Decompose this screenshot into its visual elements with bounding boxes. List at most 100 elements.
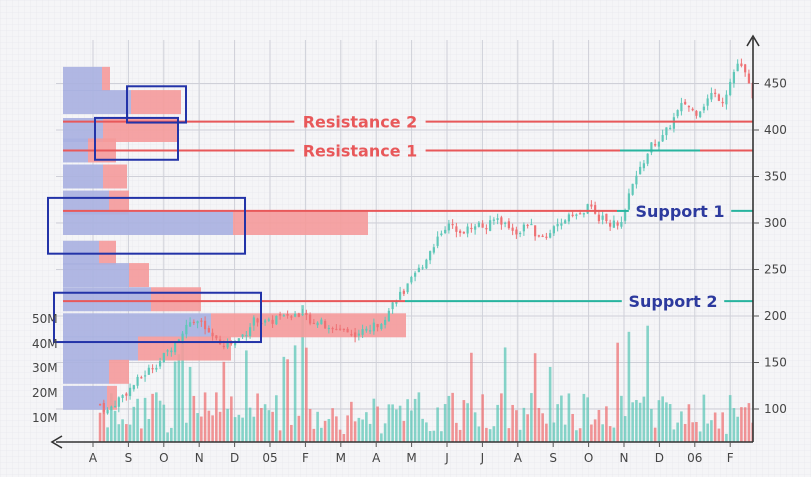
candle-body [158, 361, 162, 367]
candle-body [646, 153, 649, 164]
volume-bar [233, 417, 237, 442]
volume-bar [578, 428, 582, 442]
volume-bar [402, 420, 406, 442]
volume-bar [710, 420, 713, 442]
candle-body [534, 225, 537, 237]
volume-bar [496, 404, 499, 442]
candle-body [575, 214, 578, 216]
volume-bar [185, 422, 188, 442]
candle-body [684, 101, 687, 105]
candle-body [732, 72, 736, 84]
profile-buy-bar [63, 336, 138, 361]
callout-box [94, 116, 179, 161]
candle-body [342, 328, 345, 331]
profile-buy-bar [63, 90, 131, 115]
candle-body [695, 110, 698, 116]
x-tick-label: O [584, 451, 593, 465]
candle-body [106, 409, 109, 414]
volume-bar [740, 407, 743, 442]
volume-bar [702, 394, 706, 442]
candle-body [339, 328, 342, 330]
volume-bar [593, 419, 597, 442]
volume-bar [357, 417, 361, 442]
x-tick-label: M [406, 451, 416, 465]
volume-bar [406, 399, 409, 442]
candle-body [222, 345, 225, 348]
volume-bar [353, 421, 357, 442]
candle-body [451, 223, 454, 226]
x-tick-labels: A S O N D 05 F M A M J J A S O N D 06 F [89, 442, 734, 465]
volume-bar [676, 422, 679, 442]
candle-body [188, 322, 192, 327]
candle-body [717, 94, 721, 101]
volume-bar [128, 424, 132, 442]
volume-bar [338, 429, 342, 442]
candle-body [500, 217, 503, 225]
volume-bar [170, 427, 173, 442]
volume-bar [646, 325, 649, 442]
candle-body [421, 267, 424, 269]
volume-bar [241, 417, 244, 442]
volume-bar [102, 401, 106, 442]
candle-body [271, 319, 274, 324]
candle-body [335, 328, 338, 331]
candle-body [414, 272, 417, 277]
candle-body [522, 224, 525, 232]
y-tick-label: 350 [764, 170, 787, 184]
volume-bar [203, 392, 207, 442]
candle-body [372, 322, 375, 332]
profile-sell-bar [233, 211, 368, 235]
candle-body [747, 73, 751, 84]
x-axis-arrow [50, 435, 63, 449]
candle-body [699, 111, 702, 118]
candle-body [226, 342, 229, 348]
candle-body [417, 267, 420, 273]
volume-bar [196, 413, 199, 442]
volume-bar [751, 422, 753, 442]
volume-bar [226, 408, 229, 442]
volume-bar [436, 407, 439, 442]
candle-body [552, 226, 555, 234]
candle-body [612, 220, 615, 228]
candle-body [537, 235, 540, 237]
candle-body [110, 406, 113, 411]
volume-bar [395, 409, 398, 442]
candle-body [597, 214, 600, 222]
volume-bar [728, 395, 732, 442]
volume-bar [526, 414, 529, 442]
volume-bar [320, 427, 323, 442]
x-tick-label: A [514, 451, 523, 465]
volume-bar [672, 429, 676, 442]
level-label: Support 2 [628, 292, 717, 311]
volume-bar [623, 416, 627, 442]
volume-bar [507, 428, 511, 442]
volume-bar [631, 402, 634, 442]
candle-body [290, 316, 293, 318]
x-tick-label: A [372, 451, 381, 465]
volume-bar [155, 392, 158, 442]
profile-sell-bar [151, 287, 201, 312]
volume-bar [417, 392, 421, 442]
callout-box [53, 291, 262, 344]
volume-bar [140, 428, 143, 442]
candle-body [305, 312, 308, 315]
candle-body [301, 313, 304, 316]
volume-bar [638, 402, 642, 442]
candle-body [669, 127, 672, 129]
volume-bar [398, 405, 402, 442]
candle-body [162, 352, 165, 363]
volume-bar [518, 429, 522, 442]
volume-bar [361, 419, 364, 442]
x-tick-label: N [620, 451, 629, 465]
x-tick-label: 05 [262, 451, 277, 465]
candle-body [541, 235, 544, 237]
level-label: Resistance 2 [303, 113, 418, 132]
volume-bar [136, 398, 139, 442]
candle-body [571, 214, 574, 216]
profile-sell-bar [129, 263, 149, 288]
candle-body [384, 319, 387, 326]
volume-bar [106, 427, 109, 442]
volume-bar [597, 409, 601, 442]
volume-bar [657, 400, 661, 442]
volume-bar [515, 410, 518, 442]
